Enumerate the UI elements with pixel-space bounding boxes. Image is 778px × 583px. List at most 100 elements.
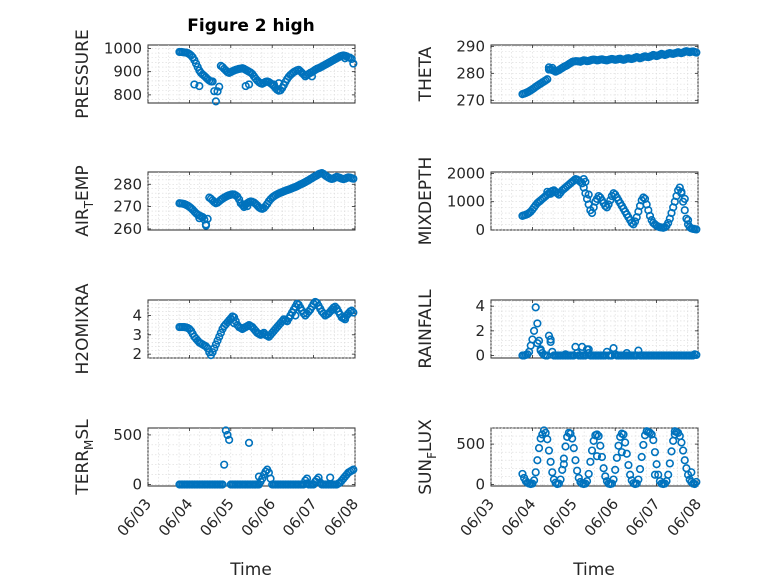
data-point: [571, 456, 580, 465]
x-tick-label: 06/05: [196, 495, 238, 540]
y-axis-label: SUNFLUX: [416, 419, 439, 495]
y-tick-label: 280: [456, 64, 485, 82]
data-point: [529, 476, 539, 485]
data-point: [349, 308, 358, 317]
y-tick-label: 0: [132, 476, 142, 494]
data-point: [649, 435, 658, 445]
data-point: [604, 200, 613, 209]
data-point: [536, 346, 545, 355]
data-point: [617, 448, 626, 457]
data-point: [274, 79, 283, 88]
data-point: [244, 438, 254, 447]
data-point: [650, 448, 660, 457]
data-point: [554, 479, 563, 488]
x-axis-label-right: Time: [572, 560, 615, 580]
data-point: [546, 189, 555, 198]
data-point: [637, 452, 646, 462]
data-point: [254, 472, 264, 481]
x-tick-label: 06/03: [456, 495, 498, 540]
data-point: [349, 174, 358, 183]
data-point: [347, 306, 356, 315]
data-series: [518, 303, 701, 360]
data-point: [314, 473, 323, 482]
data-point: [692, 350, 701, 360]
data-point: [231, 317, 240, 326]
data-point: [349, 59, 358, 68]
y-tick-label: 900: [113, 63, 142, 81]
data-point: [546, 337, 555, 347]
y-tick-label: 2: [132, 345, 142, 363]
data-point: [534, 444, 544, 453]
x-tick-label: 06/03: [113, 495, 155, 540]
data-point: [690, 479, 699, 489]
data-point: [543, 75, 552, 84]
data-point: [624, 460, 633, 470]
data-series: [518, 47, 701, 99]
data-point: [639, 193, 648, 202]
data-point: [664, 470, 673, 479]
data-point: [622, 449, 631, 458]
data-point: [582, 477, 592, 486]
data-point: [326, 473, 335, 482]
data-point: [556, 475, 565, 484]
data-point: [635, 464, 645, 474]
y-tick-label: 3: [132, 326, 142, 344]
x-tick-label: 06/06: [581, 495, 623, 540]
y-tick-label: 500: [456, 435, 485, 453]
grid: [490, 300, 699, 358]
data-point: [594, 431, 603, 441]
data-point: [546, 457, 555, 466]
x-tick-label: 06/06: [238, 495, 280, 540]
x-tick-label: 06/08: [663, 495, 705, 540]
data-point: [592, 452, 602, 461]
data-point: [584, 345, 593, 354]
data-point: [559, 460, 568, 469]
data-point: [569, 444, 578, 453]
data-point: [211, 97, 220, 106]
data-point: [225, 435, 234, 444]
y-axis-label: TERRMSL: [73, 419, 96, 496]
y-axis-label: RAINFALL: [416, 289, 436, 369]
data-point: [201, 342, 211, 351]
data-point: [652, 460, 661, 469]
data-point: [586, 457, 595, 466]
data-point: [683, 215, 693, 225]
data-point: [215, 82, 224, 91]
data-point: [223, 430, 232, 440]
data-point: [677, 438, 686, 447]
data-point: [601, 472, 610, 481]
data-point: [687, 468, 696, 477]
data-point: [201, 221, 211, 230]
data-point: [529, 326, 539, 335]
data-point: [606, 196, 615, 205]
y-axis-label: AIRTEMP: [73, 165, 96, 236]
x-tick-label: 06/05: [539, 495, 581, 540]
data-point: [568, 434, 577, 443]
data-point: [548, 468, 557, 477]
data-point: [216, 328, 225, 337]
subplot-3: 260 270 280 AIRTEMP: [73, 165, 358, 238]
data-point: [561, 350, 570, 359]
data-point: [211, 340, 220, 349]
subplot-5: 23 4 H2OMIXRA: [73, 283, 358, 375]
y-tick-label: 280: [113, 175, 142, 193]
data-point: [546, 335, 555, 344]
data-point: [195, 81, 204, 91]
data-point: [533, 456, 542, 465]
data-point: [611, 465, 620, 474]
data-point: [650, 470, 660, 479]
data-point: [680, 456, 689, 465]
data-point: [244, 80, 254, 89]
data-point: [592, 430, 602, 439]
subplot-7: 0 500 06/03 06/04 06/05 06/06 06/07 06/08 TERRMS…: [73, 419, 362, 540]
x-tick-label: 06/07: [622, 495, 664, 540]
data-point: [609, 475, 618, 484]
y-tick-label: 4: [475, 297, 485, 315]
y-tick-label: 4: [132, 306, 142, 324]
data-point: [665, 459, 674, 468]
y-tick-label: 500: [113, 426, 142, 444]
data-point: [577, 342, 587, 351]
y-tick-label: 1000: [104, 39, 142, 57]
data-series: [518, 174, 701, 234]
